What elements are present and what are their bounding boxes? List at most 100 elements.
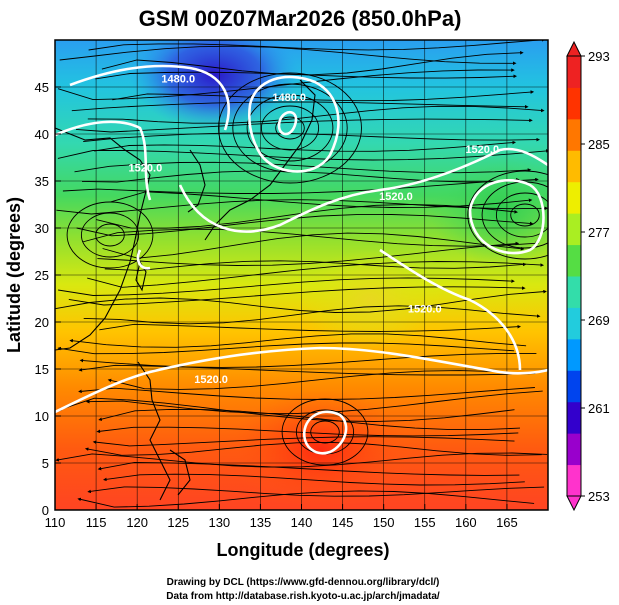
x-axis: 110 115 120 125 130 135 140 145 150 155 160 165 bbox=[45, 504, 518, 530]
contour-label: 1520.0 bbox=[465, 144, 499, 156]
credit-data: Data from http://database.rish.kyoto-u.a… bbox=[166, 591, 440, 602]
streamline-swirl bbox=[260, 105, 320, 151]
colorbar-segment bbox=[567, 338, 581, 371]
streamline-swirl bbox=[310, 420, 340, 444]
colorbar-bottom-arrow bbox=[566, 495, 582, 512]
streamline bbox=[58, 277, 515, 296]
streamline bbox=[75, 118, 533, 133]
colorbar-segment bbox=[567, 244, 581, 277]
x-tick-label: 165 bbox=[496, 515, 518, 530]
y-tick-label: 30 bbox=[35, 221, 49, 236]
streamline bbox=[79, 352, 537, 368]
colorbar-segment bbox=[567, 370, 581, 403]
streamline bbox=[83, 305, 541, 325]
streamline bbox=[57, 149, 548, 161]
streamline bbox=[104, 260, 527, 271]
streamline bbox=[81, 170, 539, 183]
y-tick-label: 5 bbox=[42, 456, 49, 471]
streamline bbox=[57, 397, 515, 422]
x-tick-label: 160 bbox=[455, 515, 477, 530]
streamline bbox=[87, 105, 545, 124]
streamline bbox=[103, 473, 525, 486]
colorbar-segment bbox=[567, 464, 581, 497]
y-tick-label: 15 bbox=[35, 362, 49, 377]
x-tick-label: 150 bbox=[373, 515, 395, 530]
colorbar-tick-label: 269 bbox=[588, 313, 610, 328]
streamline-swirl bbox=[281, 398, 369, 466]
contour-label: 1480.0 bbox=[161, 73, 195, 85]
geopotential-contours bbox=[55, 64, 548, 455]
colorbar-segment bbox=[567, 401, 581, 434]
coast-mindanao bbox=[169, 449, 191, 496]
streamline-swirl bbox=[80, 212, 140, 258]
colorbar-frame bbox=[566, 55, 582, 497]
x-tick-label: 125 bbox=[167, 515, 189, 530]
contour-warm-ring bbox=[302, 410, 348, 455]
colorbar-tick-label: 277 bbox=[588, 225, 610, 240]
x-tick-label: 110 bbox=[45, 515, 66, 530]
streamline bbox=[82, 228, 540, 247]
x-axis-title: Longitude (degrees) bbox=[216, 540, 389, 560]
coastlines bbox=[55, 79, 316, 501]
y-tick-label: 35 bbox=[35, 174, 49, 189]
plot-area: 1480.0 1520.0 1480.0 1520.0 1520.0 1520.0 1520… bbox=[55, 40, 548, 510]
streamline-swirl bbox=[510, 203, 540, 227]
credit-drawing: Drawing by DCL (https://www.gfd-dennou.o… bbox=[167, 577, 440, 588]
colorbar-tick-label: 293 bbox=[588, 49, 610, 64]
streamline bbox=[99, 323, 522, 332]
streamline bbox=[77, 490, 535, 508]
streamline bbox=[68, 286, 526, 306]
streamline bbox=[59, 45, 517, 66]
contour-1520-south-east bbox=[379, 248, 522, 371]
streamline bbox=[112, 90, 535, 102]
colorbar-segment bbox=[567, 307, 581, 340]
streamline bbox=[74, 161, 532, 174]
x-tick-label: 140 bbox=[291, 515, 313, 530]
colorbar-segment bbox=[567, 56, 581, 88]
contour-label: 1520.0 bbox=[408, 304, 442, 316]
colorbar-tick-label: 285 bbox=[588, 137, 610, 152]
contour-label: 1520.0 bbox=[194, 374, 228, 386]
y-tick-label: 45 bbox=[35, 80, 49, 95]
x-tick-label: 135 bbox=[250, 515, 272, 530]
streamline-swirl bbox=[467, 170, 548, 260]
y-tick-label: 25 bbox=[35, 268, 49, 283]
streamline bbox=[55, 452, 548, 468]
streamline bbox=[97, 241, 520, 266]
streamline bbox=[78, 387, 535, 400]
contour-small-west bbox=[136, 249, 151, 270]
streamline bbox=[95, 71, 518, 80]
streamline bbox=[88, 40, 546, 51]
streamline bbox=[110, 191, 533, 208]
streamline bbox=[87, 261, 544, 288]
map-title: GSM 00Z07Mar2026 (850.0hPa) bbox=[139, 6, 462, 31]
colorbar-segment bbox=[567, 181, 581, 214]
y-tick-label: 0 bbox=[42, 503, 49, 518]
streamline bbox=[96, 426, 519, 437]
colorbar-top-arrow bbox=[566, 40, 582, 57]
streamline-swirl bbox=[495, 192, 548, 238]
contour-low-ring bbox=[247, 75, 340, 173]
streamline bbox=[78, 364, 536, 376]
streamline bbox=[97, 462, 520, 476]
colorbar-segment bbox=[567, 87, 581, 120]
colorbar-tick-label: 261 bbox=[588, 401, 610, 416]
y-tick-label: 40 bbox=[35, 127, 49, 142]
streamline bbox=[84, 441, 542, 456]
streamline bbox=[69, 333, 527, 348]
x-tick-label: 145 bbox=[332, 515, 354, 530]
x-tick-label: 130 bbox=[208, 515, 230, 530]
colorbar: 293 285 277 269 261 253 bbox=[566, 40, 610, 512]
streamline bbox=[57, 342, 515, 355]
colorbar-segment bbox=[567, 433, 581, 466]
colorbar-segment bbox=[567, 213, 581, 246]
streamline bbox=[94, 140, 516, 152]
colorbar-segment bbox=[567, 276, 581, 308]
y-tick-label: 20 bbox=[35, 315, 49, 330]
coast-china bbox=[55, 127, 151, 351]
contour-1520-south bbox=[55, 346, 548, 414]
streamline bbox=[62, 177, 520, 194]
contour-1520-west bbox=[55, 120, 152, 201]
contour-labels: 1480.0 1520.0 1480.0 1520.0 1520.0 1520.0 1520… bbox=[129, 73, 500, 386]
